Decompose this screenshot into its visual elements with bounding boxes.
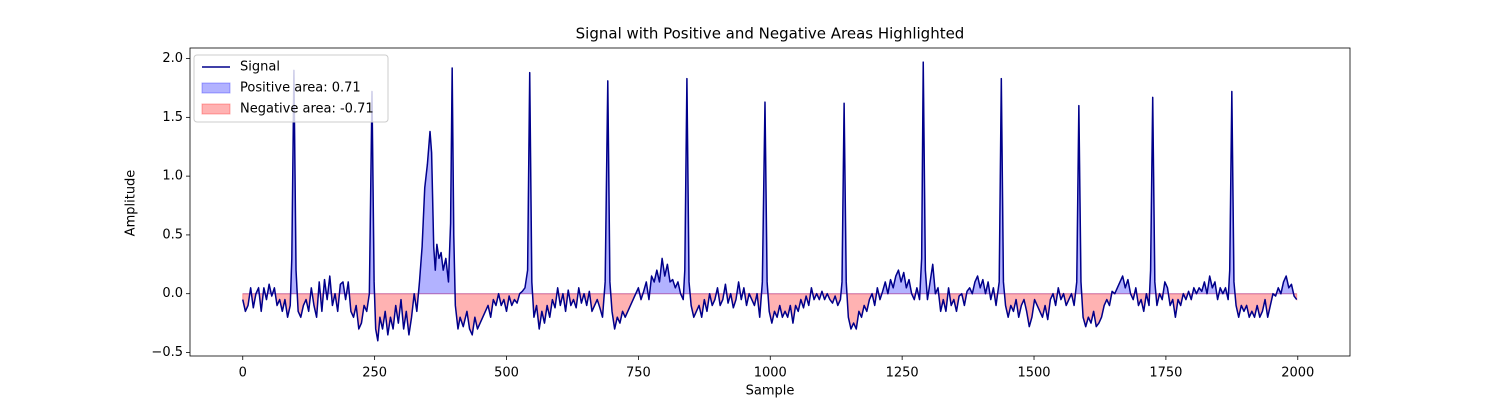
y-tick-label: 1.5 [162, 110, 183, 125]
y-tick-label: −0.5 [151, 345, 183, 360]
legend-label: Signal [240, 60, 280, 75]
y-tick-label: 0.5 [162, 227, 183, 242]
legend-label: Negative area: -0.71 [240, 102, 374, 117]
x-tick-label: 1000 [754, 366, 787, 381]
x-tick-label: 500 [494, 366, 519, 381]
x-tick-label: 750 [626, 366, 651, 381]
x-tick-label: 1750 [1149, 366, 1182, 381]
legend-swatch [201, 82, 231, 94]
legend-label: Positive area: 0.71 [240, 81, 361, 96]
x-tick-label: 0 [239, 366, 247, 381]
y-tick-label: 2.0 [162, 51, 183, 66]
y-tick-label: 0.0 [162, 286, 183, 301]
y-axis-label: Amplitude [124, 170, 139, 237]
chart-title: Signal with Positive and Negative Areas … [576, 25, 965, 43]
x-tick-label: 250 [362, 366, 387, 381]
signal-line [242, 61, 1298, 342]
legend-swatch [201, 103, 231, 115]
x-tick-label: 1250 [886, 366, 919, 381]
y-tick-label: 1.0 [162, 169, 183, 184]
x-axis-label: Sample [746, 384, 795, 399]
legend-box [193, 54, 389, 123]
x-tick-label: 2000 [1281, 366, 1314, 381]
x-tick-label: 1500 [1017, 366, 1050, 381]
legend: Signal Positive area: 0.71 Negative area: … [193, 54, 389, 123]
